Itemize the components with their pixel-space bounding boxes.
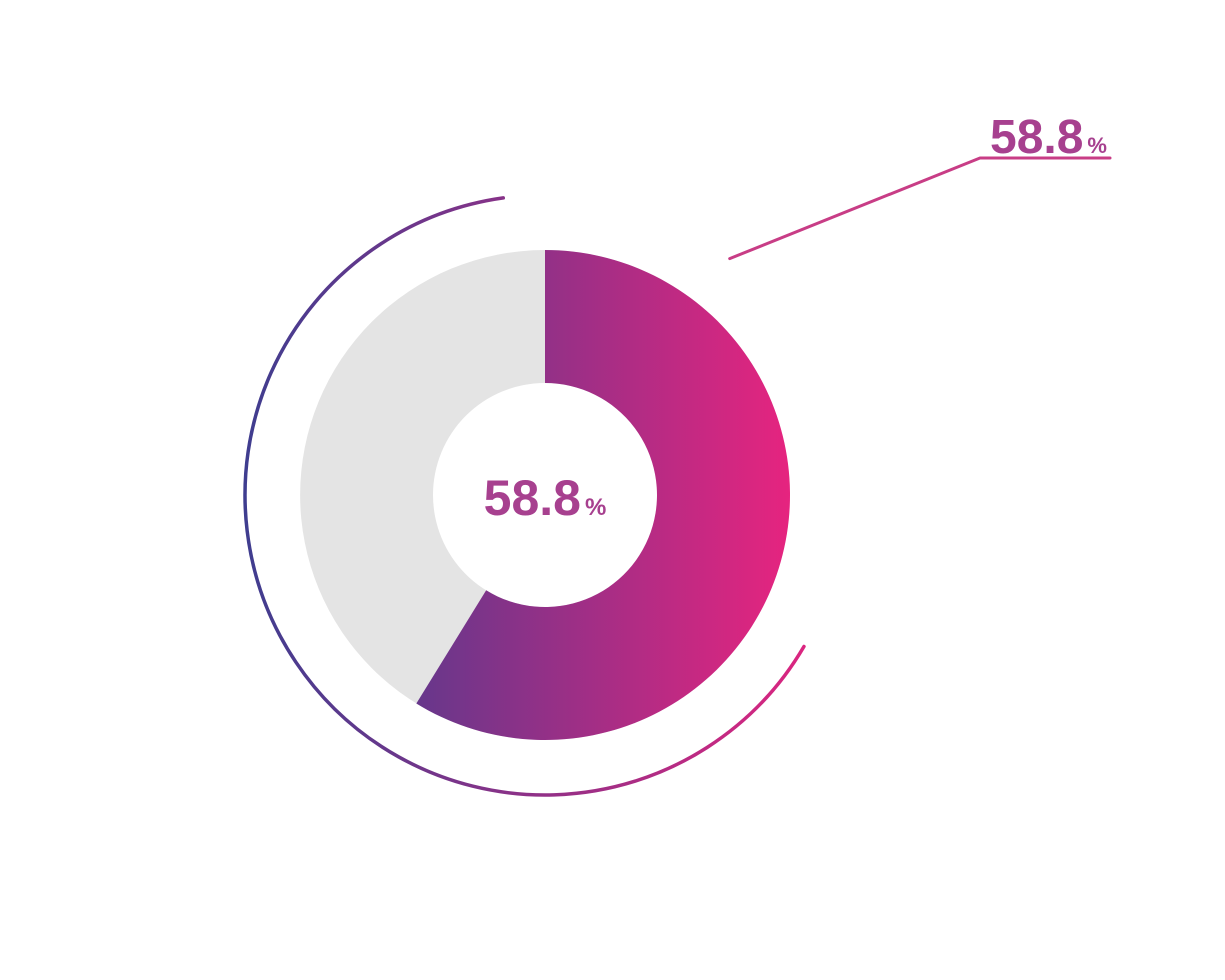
callout-leader-line	[730, 158, 1110, 259]
donut-group	[245, 158, 1110, 795]
chart-canvas: 58.8 % 58.8 %	[0, 0, 1225, 980]
callout-percentage-label: 58.8 %	[990, 110, 1107, 165]
callout-percent-sign: %	[1087, 133, 1107, 159]
callout-value: 58.8	[990, 110, 1083, 165]
center-value: 58.8	[484, 469, 581, 527]
center-percent-sign: %	[585, 494, 606, 522]
center-percentage-label: 58.8 %	[484, 469, 607, 527]
